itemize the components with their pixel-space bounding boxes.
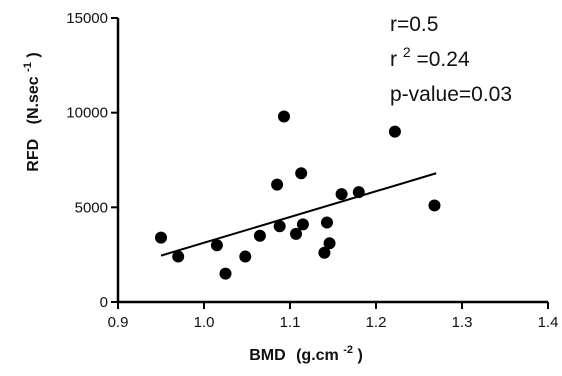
x-tick-label: 1.1 [280, 314, 301, 331]
y-axis-label: RFD [25, 139, 42, 172]
y-axis-unit: (N.sec [25, 76, 42, 124]
y-tick-label: 15000 [66, 10, 108, 27]
data-points [155, 110, 441, 280]
data-point [172, 250, 185, 263]
data-point [290, 227, 303, 240]
annotation-r2-value: =0.24 [416, 48, 469, 71]
data-point [320, 216, 333, 229]
data-point [318, 246, 331, 259]
data-point [253, 229, 266, 242]
y-tick-label: 0 [100, 294, 108, 311]
annotation-r: r=0.5 [390, 13, 438, 36]
y-tick-label: 10000 [66, 105, 108, 122]
annotation-r-squared: r 2 =0.24 [390, 39, 470, 71]
regression-line [160, 172, 437, 257]
y-axis-unit-exponent: -1 [22, 62, 34, 72]
tick-marks [111, 17, 549, 309]
data-point [210, 239, 223, 252]
annotation-p-value: p-value=0.03 [390, 83, 512, 106]
data-point [323, 237, 336, 250]
y-tick-label: 5000 [75, 199, 108, 216]
x-tick-label: 1.0 [194, 314, 215, 331]
x-axis-unit: (g.cm [296, 347, 339, 364]
x-tick-label: 1.3 [452, 314, 473, 331]
data-point [277, 110, 290, 123]
data-point [296, 218, 309, 231]
annotation-r2-base: r [390, 48, 397, 71]
data-point [428, 199, 441, 212]
axes [116, 18, 548, 304]
x-axis-unit-close: ) [357, 347, 362, 364]
x-tick-labels: 0.9 1.0 1.1 1.2 1.3 1.4 [108, 314, 559, 331]
y-axis-title: RFD (N.sec -1 ) [18, 52, 42, 171]
x-axis-label: BMD [249, 347, 285, 364]
y-axis-unit-close: ) [25, 52, 42, 57]
data-point [155, 231, 167, 244]
x-tick-label: 0.9 [108, 314, 129, 331]
x-tick-label: 1.4 [538, 314, 559, 331]
data-point [239, 250, 252, 263]
x-tick-label: 1.2 [366, 314, 387, 331]
x-axis-title: BMD (g.cm -2 ) [249, 340, 363, 364]
annotation-r2-exponent: 2 [403, 44, 411, 60]
y-tick-labels: 0 5000 10000 15000 [66, 10, 108, 311]
data-point [219, 267, 232, 280]
data-point [335, 188, 348, 201]
x-axis-unit-exponent: -2 [343, 344, 353, 356]
data-point [271, 178, 284, 191]
data-point [273, 220, 286, 233]
data-point [388, 125, 401, 138]
data-point [295, 167, 308, 180]
